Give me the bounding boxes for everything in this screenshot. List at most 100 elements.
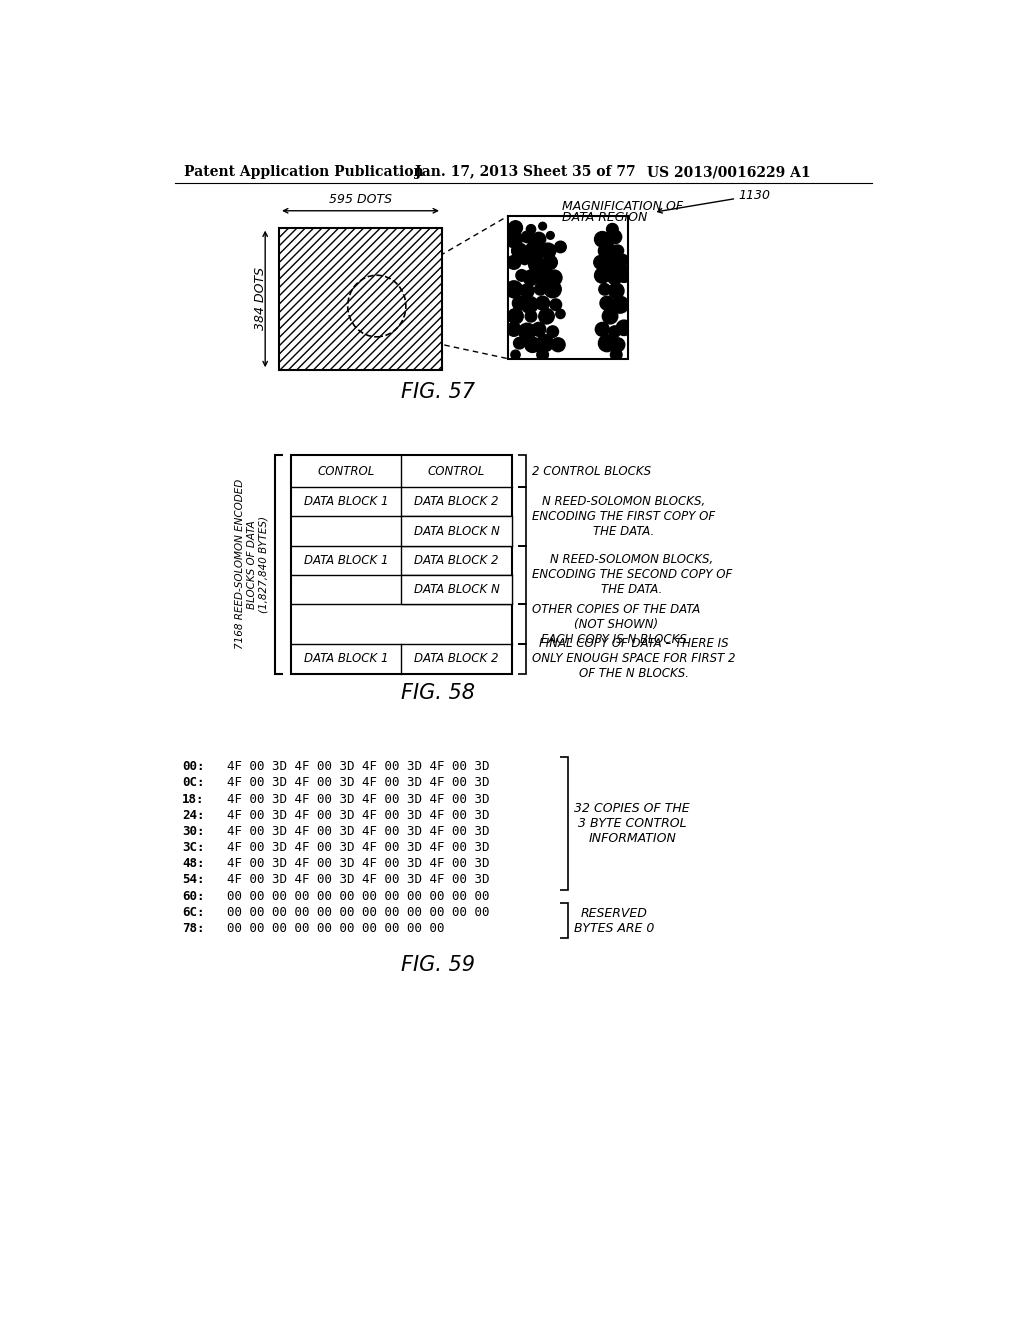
Circle shape <box>610 348 622 360</box>
Text: N REED-SOLOMON BLOCKS,
ENCODING THE SECOND COPY OF
THE DATA.: N REED-SOLOMON BLOCKS, ENCODING THE SECO… <box>531 553 732 597</box>
Circle shape <box>508 309 523 323</box>
Circle shape <box>536 296 550 310</box>
Circle shape <box>512 296 526 310</box>
Circle shape <box>611 338 625 351</box>
Circle shape <box>537 335 554 351</box>
Text: 32 COPIES OF THE
3 BYTE CONTROL
INFORMATION: 32 COPIES OF THE 3 BYTE CONTROL INFORMAT… <box>574 801 690 845</box>
Text: DATA BLOCK N: DATA BLOCK N <box>414 583 500 597</box>
Text: RESERVED
BYTES ARE 0: RESERVED BYTES ARE 0 <box>574 907 654 935</box>
Circle shape <box>547 271 562 285</box>
Circle shape <box>604 256 621 273</box>
Text: 54:: 54: <box>182 874 205 887</box>
Circle shape <box>520 284 535 298</box>
Circle shape <box>525 310 537 322</box>
Text: FIG. 59: FIG. 59 <box>401 956 475 975</box>
Circle shape <box>537 348 549 360</box>
Circle shape <box>523 271 539 285</box>
Circle shape <box>616 321 632 335</box>
Circle shape <box>600 296 614 310</box>
Text: 60:: 60: <box>182 890 205 903</box>
Circle shape <box>607 271 622 285</box>
Circle shape <box>541 243 556 259</box>
Text: DATA BLOCK 1: DATA BLOCK 1 <box>304 554 388 566</box>
Text: N REED-SOLOMON BLOCKS,
ENCODING THE FIRST COPY OF
THE DATA.: N REED-SOLOMON BLOCKS, ENCODING THE FIRS… <box>531 495 715 539</box>
Circle shape <box>539 309 554 323</box>
Text: DATA BLOCK 1: DATA BLOCK 1 <box>304 652 388 665</box>
Text: 00 00 00 00 00 00 00 00 00 00 00 00: 00 00 00 00 00 00 00 00 00 00 00 00 <box>227 906 489 919</box>
Circle shape <box>518 323 536 341</box>
Circle shape <box>535 284 546 296</box>
Circle shape <box>531 232 546 247</box>
Circle shape <box>511 350 520 359</box>
Circle shape <box>556 309 565 318</box>
Circle shape <box>516 269 527 281</box>
Circle shape <box>524 337 541 352</box>
Circle shape <box>539 222 547 230</box>
Text: Jan. 17, 2013: Jan. 17, 2013 <box>415 165 518 180</box>
Circle shape <box>608 284 624 298</box>
Circle shape <box>520 256 529 264</box>
Text: 4F 00 3D 4F 00 3D 4F 00 3D 4F 00 3D: 4F 00 3D 4F 00 3D 4F 00 3D 4F 00 3D <box>227 776 489 789</box>
Text: FINAL COPY OF DATA – THERE IS
ONLY ENOUGH SPACE FOR FIRST 2
OF THE N BLOCKS.: FINAL COPY OF DATA – THERE IS ONLY ENOUG… <box>531 638 735 680</box>
Text: Sheet 35 of 77: Sheet 35 of 77 <box>523 165 636 180</box>
Text: 1130: 1130 <box>738 189 771 202</box>
Circle shape <box>521 296 538 313</box>
Circle shape <box>547 231 554 239</box>
Text: 3C:: 3C: <box>182 841 205 854</box>
Circle shape <box>507 322 521 337</box>
Text: US 2013/0016229 A1: US 2013/0016229 A1 <box>647 165 811 180</box>
Text: 00 00 00 00 00 00 00 00 00 00 00 00: 00 00 00 00 00 00 00 00 00 00 00 00 <box>227 890 489 903</box>
Circle shape <box>612 246 624 256</box>
Circle shape <box>598 335 615 351</box>
Text: DATA BLOCK 1: DATA BLOCK 1 <box>304 495 388 508</box>
Bar <box>280 227 442 370</box>
Bar <box>508 216 628 359</box>
Text: MAGNIFICATION OF: MAGNIFICATION OF <box>562 199 683 213</box>
Circle shape <box>512 243 527 259</box>
Circle shape <box>528 256 546 273</box>
Circle shape <box>615 265 633 282</box>
Text: 18:: 18: <box>182 792 205 805</box>
Text: DATA BLOCK 2: DATA BLOCK 2 <box>414 652 499 665</box>
Text: Patent Application Publication: Patent Application Publication <box>183 165 424 180</box>
Text: 30:: 30: <box>182 825 205 838</box>
Text: 7168 REED-SOLOMON ENCODED
BLOCKS OF DATA
(1,827,840 BYTES): 7168 REED-SOLOMON ENCODED BLOCKS OF DATA… <box>236 479 268 649</box>
Text: OTHER COPIES OF THE DATA
(NOT SHOWN)
EACH COPY IS N BLOCKS.: OTHER COPIES OF THE DATA (NOT SHOWN) EAC… <box>531 603 700 645</box>
Text: 4F 00 3D 4F 00 3D 4F 00 3D 4F 00 3D: 4F 00 3D 4F 00 3D 4F 00 3D 4F 00 3D <box>227 841 489 854</box>
Circle shape <box>555 242 566 252</box>
Text: 595 DOTS: 595 DOTS <box>329 193 392 206</box>
Text: 4F 00 3D 4F 00 3D 4F 00 3D 4F 00 3D: 4F 00 3D 4F 00 3D 4F 00 3D 4F 00 3D <box>227 760 489 774</box>
Text: DATA REGION: DATA REGION <box>562 211 647 224</box>
Bar <box>291 455 512 673</box>
Text: FIG. 58: FIG. 58 <box>401 682 475 702</box>
Circle shape <box>595 322 609 337</box>
Circle shape <box>506 281 522 298</box>
Text: DATA BLOCK 2: DATA BLOCK 2 <box>414 495 499 508</box>
Circle shape <box>547 326 558 338</box>
Bar <box>401 576 512 605</box>
Text: 4F 00 3D 4F 00 3D 4F 00 3D 4F 00 3D: 4F 00 3D 4F 00 3D 4F 00 3D 4F 00 3D <box>227 792 489 805</box>
Circle shape <box>525 242 545 260</box>
Circle shape <box>598 243 615 259</box>
Text: DATA BLOCK 2: DATA BLOCK 2 <box>414 554 499 566</box>
Text: DATA BLOCK N: DATA BLOCK N <box>414 524 500 537</box>
Text: FIG. 57: FIG. 57 <box>401 381 475 401</box>
Circle shape <box>514 338 525 348</box>
Text: 00 00 00 00 00 00 00 00 00 00: 00 00 00 00 00 00 00 00 00 00 <box>227 921 444 935</box>
Circle shape <box>607 230 622 244</box>
Circle shape <box>594 256 607 269</box>
Circle shape <box>602 309 617 323</box>
Circle shape <box>595 268 610 284</box>
Text: 4F 00 3D 4F 00 3D 4F 00 3D 4F 00 3D: 4F 00 3D 4F 00 3D 4F 00 3D 4F 00 3D <box>227 809 489 822</box>
Circle shape <box>595 231 610 247</box>
Circle shape <box>544 281 561 298</box>
Circle shape <box>551 338 565 351</box>
Circle shape <box>531 322 546 337</box>
Text: CONTROL: CONTROL <box>317 465 375 478</box>
Circle shape <box>611 296 629 313</box>
Text: CONTROL: CONTROL <box>428 465 485 478</box>
Circle shape <box>532 265 552 285</box>
Bar <box>401 516 512 545</box>
Text: 4F 00 3D 4F 00 3D 4F 00 3D 4F 00 3D: 4F 00 3D 4F 00 3D 4F 00 3D 4F 00 3D <box>227 857 489 870</box>
Circle shape <box>616 255 629 265</box>
